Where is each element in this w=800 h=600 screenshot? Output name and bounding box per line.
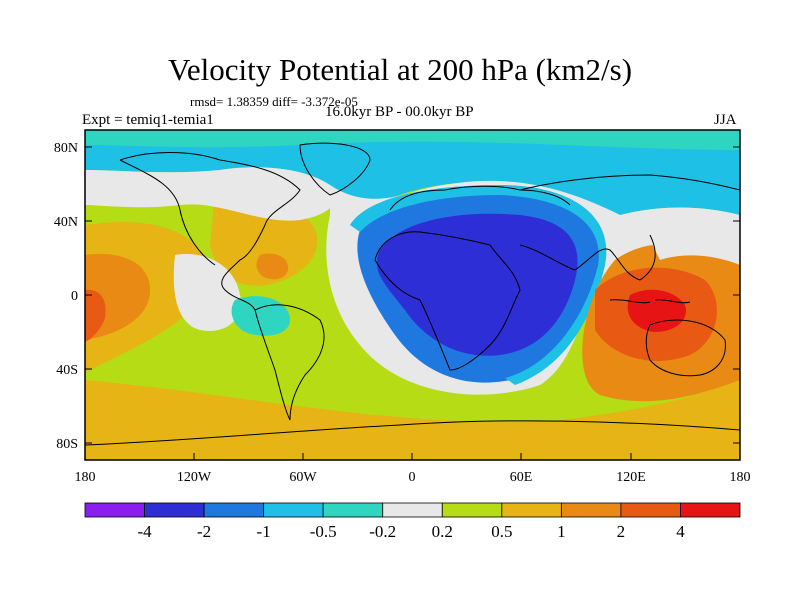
colorbar-box	[441, 502, 503, 518]
x-tick-120e: 120E	[616, 470, 646, 485]
colorbar-box	[382, 502, 443, 518]
y-tick-0: 0	[71, 289, 78, 304]
south-america-coast	[254, 304, 325, 421]
period-label: 16.0kyr BP - 00.0kyr BP	[325, 104, 474, 120]
colorbar-label: 0.2	[432, 522, 453, 541]
colorbar-box	[322, 502, 384, 518]
y-tick-80n: 80N	[54, 141, 78, 156]
experiment-label: Expt = temiq1-temia1	[82, 112, 214, 128]
north-america-coast	[119, 152, 301, 311]
colorbar-box	[263, 502, 324, 518]
colorbar-box	[203, 502, 265, 518]
x-tick-0: 0	[409, 470, 416, 485]
y-tick-80s: 80S	[56, 437, 78, 452]
contour-fill-layer	[85, 130, 740, 460]
x-tick-60e: 60E	[510, 470, 533, 485]
colorbar-label: -4	[137, 522, 152, 541]
chart-title: Velocity Potential at 200 hPa (km2/s)	[167, 52, 633, 87]
colorbar-box	[560, 502, 622, 518]
colorbar-label: -1	[257, 522, 271, 541]
colorbar-labels: -4 -2 -1 -0.5 -0.2 0.2 0.5 1 2 4	[137, 522, 685, 541]
colorbar-label: 0.5	[491, 522, 512, 541]
europe-coast	[389, 185, 571, 211]
north-america-west-coast	[119, 159, 216, 266]
greenland-coast	[299, 142, 371, 196]
asia-south-coast	[519, 234, 656, 281]
colorbar-label: -2	[197, 522, 211, 541]
colorbar-box	[501, 502, 562, 518]
colorbar-label: 4	[676, 522, 685, 541]
x-tick-180w: 180	[75, 470, 96, 485]
colorbar-box	[680, 502, 741, 518]
map-ticks	[84, 146, 741, 460]
colorbar-box	[620, 502, 681, 518]
colorbar	[84, 502, 741, 518]
colorbar-box	[84, 502, 145, 518]
antarctica-coast	[85, 420, 740, 446]
colorbar-box	[144, 502, 205, 518]
colorbar-label: -0.5	[310, 522, 337, 541]
season-label: JJA	[714, 112, 737, 128]
x-tick-120w: 120W	[177, 470, 212, 485]
coastlines	[85, 142, 740, 446]
x-tick-180e: 180	[730, 470, 751, 485]
y-tick-40n: 40N	[54, 215, 78, 230]
indonesia-coast	[609, 299, 691, 304]
colorbar-label: 2	[617, 522, 626, 541]
x-tick-60w: 60W	[289, 470, 317, 485]
africa-coast	[374, 231, 521, 371]
asia-north-coast	[519, 174, 740, 191]
y-tick-40s: 40S	[56, 363, 78, 378]
colorbar-label: -0.2	[369, 522, 396, 541]
colorbar-label: 1	[557, 522, 566, 541]
australia-coast	[645, 319, 726, 377]
stats-line: rmsd= 1.38359 diff= -3.372e-05	[190, 94, 358, 109]
